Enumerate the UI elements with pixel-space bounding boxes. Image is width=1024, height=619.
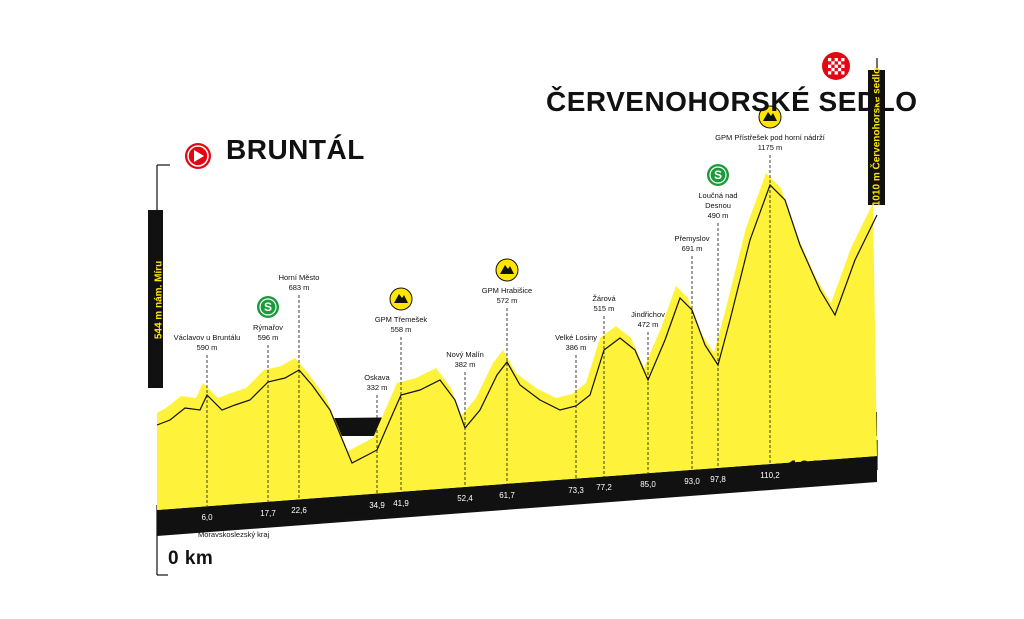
base-band bbox=[157, 456, 877, 536]
start-icon bbox=[187, 145, 209, 167]
finish-icon bbox=[834, 64, 838, 68]
waypoint-name: GPM Přístřešek pod horní nádrží bbox=[715, 133, 825, 142]
sprint-symbol: S bbox=[714, 168, 722, 182]
finish-distance: 129,0 km bbox=[788, 458, 873, 479]
waypoint-km: 85,0 bbox=[640, 480, 656, 490]
waypoint-name: Jindřichov bbox=[631, 310, 665, 319]
finish-icon bbox=[841, 64, 845, 68]
waypoint-km: 34,9 bbox=[369, 500, 385, 510]
waypoint-elevation: 572 m bbox=[496, 296, 518, 305]
sprint-symbol: S bbox=[264, 300, 272, 314]
waypoint-name: Žárová bbox=[592, 294, 616, 303]
waypoint-elevation: 515 m bbox=[593, 304, 615, 313]
waypoint-elevation: 386 m bbox=[565, 343, 587, 352]
waypoint-elevation: 472 m bbox=[637, 320, 659, 329]
waypoint-elevation: 332 m bbox=[366, 383, 388, 392]
finish-icon bbox=[828, 58, 832, 62]
start-icon bbox=[194, 150, 204, 162]
finish-icon bbox=[841, 58, 845, 62]
waypoint-km: 110,2 bbox=[760, 471, 780, 481]
waypoint-elevation: 691 m bbox=[681, 244, 703, 253]
waypoint-name: Horní Město bbox=[278, 273, 320, 282]
waypoint-km: 97,8 bbox=[710, 474, 726, 484]
waypoint-km: 17,7 bbox=[260, 508, 276, 518]
waypoint-name: GPM Hrabišice bbox=[481, 286, 533, 295]
finish-icon bbox=[831, 61, 835, 65]
waypoint-name: Velké Losiny bbox=[554, 333, 598, 342]
waypoint-km: 93,0 bbox=[684, 476, 700, 486]
finish-icon bbox=[834, 71, 838, 75]
finish-altitude: 1010 m Červenohorské sedlo bbox=[870, 68, 883, 206]
waypoint-elevation: 558 m bbox=[390, 325, 412, 334]
waypoint-km: 41,9 bbox=[393, 498, 409, 508]
waypoint-name: Václavov u Bruntálu bbox=[173, 333, 241, 342]
finish-icon bbox=[831, 67, 835, 72]
profile-line bbox=[156, 183, 878, 464]
start-distance: 0 km bbox=[168, 548, 214, 569]
sprint-icon bbox=[259, 298, 277, 316]
finish-icon bbox=[834, 58, 838, 62]
waypoint-elevation: 683 m bbox=[288, 283, 310, 292]
finish-name: ČERVENOHORSKÉ SEDLO bbox=[546, 86, 918, 117]
finish-icon bbox=[841, 71, 845, 75]
region-label: Olomoucký kraj bbox=[344, 509, 396, 518]
waypoint-name: GPM Třemešek bbox=[374, 315, 428, 324]
waypoint-km: 52,4 bbox=[457, 493, 473, 503]
climb-icon bbox=[500, 265, 514, 274]
climb-icon bbox=[763, 112, 777, 121]
waypoint-km: 77,2 bbox=[596, 483, 612, 493]
start-altitude: 544 m nám. Míru bbox=[154, 261, 165, 339]
finish-icon bbox=[828, 64, 832, 68]
waypoint-name: Loučná nad Desnou bbox=[698, 191, 738, 210]
waypoint-elevation: 590 m bbox=[196, 343, 218, 352]
waypoint-elevation: 596 m bbox=[257, 333, 279, 342]
waypoint-km: 6,0 bbox=[201, 513, 213, 523]
finish-icon bbox=[837, 67, 842, 72]
waypoint-elevation: 1175 m bbox=[757, 143, 783, 152]
climb-icon bbox=[394, 294, 408, 303]
waypoint-name: Rýmařov bbox=[252, 323, 284, 332]
finish-icon bbox=[828, 71, 832, 75]
waypoint-elevation: 490 m bbox=[707, 211, 729, 220]
finish-icon bbox=[837, 61, 842, 65]
finish-altitude-bar bbox=[868, 70, 885, 205]
finish-icon bbox=[822, 52, 850, 80]
region-label: Moravskoslezský kraj bbox=[198, 530, 270, 539]
waypoint-km: 73,3 bbox=[568, 485, 584, 495]
waypoint-km: 22,6 bbox=[291, 506, 307, 516]
sprint-icon bbox=[709, 166, 727, 184]
start-altitude-bar bbox=[148, 210, 163, 388]
waypoint-name: Přemyslov bbox=[674, 234, 710, 243]
waypoint-km: 61,7 bbox=[499, 490, 515, 500]
start-name: BRUNTÁL bbox=[226, 134, 365, 165]
waypoint-name: Nový Malín bbox=[446, 350, 484, 359]
waypoint-elevation: 382 m bbox=[454, 360, 476, 369]
waypoint-name: Oskava bbox=[364, 373, 390, 382]
